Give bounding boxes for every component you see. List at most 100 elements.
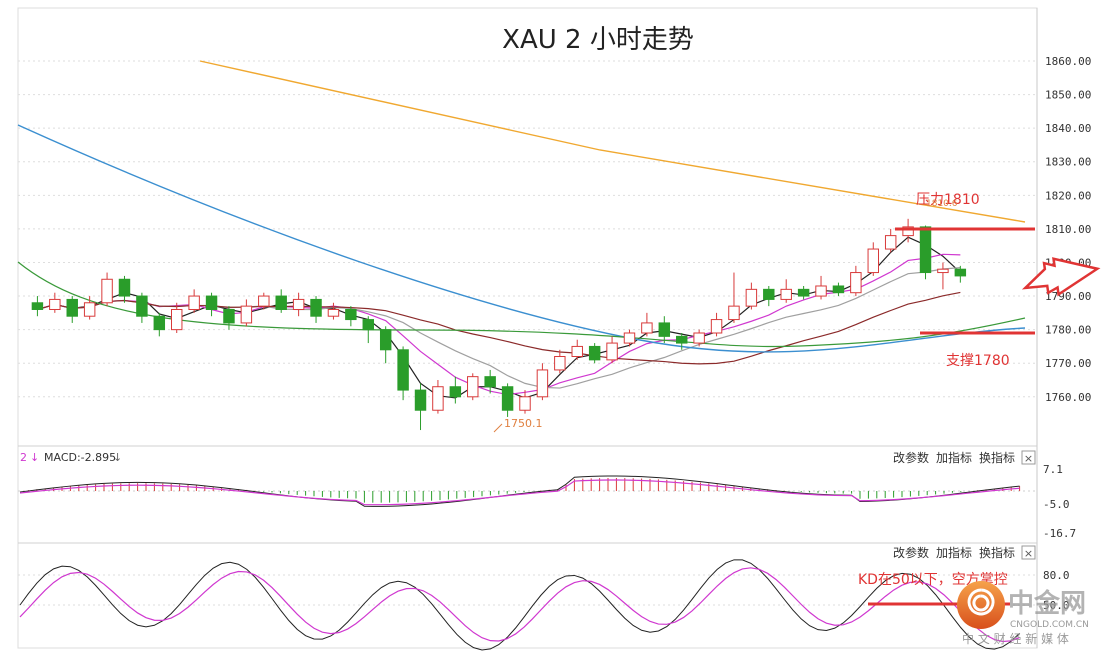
candle-body <box>745 288 758 307</box>
price-tick-label: 1850.00 <box>1045 89 1091 102</box>
candle <box>292 292 305 317</box>
candle-body <box>884 235 897 250</box>
macd-close-button[interactable] <box>1021 450 1036 465</box>
candle-body <box>850 272 862 294</box>
watermark: 中金网 CNGOLD.COM.CN 中 文 财 经 新 媒 体 <box>957 581 1089 646</box>
candle-body <box>327 308 340 317</box>
kd-panel: 改参数 加指标 换指标 × 80.0 50.0 KD在50以下，空方掌控 <box>18 545 1070 651</box>
support-label: 支撑1780 <box>946 353 1010 369</box>
candle <box>937 262 949 290</box>
candle-body <box>432 386 444 411</box>
candle <box>641 312 653 337</box>
candle-body <box>66 298 78 317</box>
chart-title: XAU 2 小时走势 <box>502 25 694 55</box>
candle <box>188 289 200 313</box>
candle-body <box>414 389 427 411</box>
macd-dea-line <box>19 479 1020 506</box>
kd-switch-indicator-button[interactable]: 换指标 <box>979 545 1015 560</box>
candle-body <box>501 386 514 411</box>
kd-close-button[interactable] <box>1021 545 1036 560</box>
candle <box>397 346 409 401</box>
macd-switch-indicator-button[interactable]: 换指标 <box>979 450 1015 465</box>
candle <box>153 312 166 337</box>
candle-body <box>275 295 287 310</box>
close-icon: × <box>1024 452 1033 465</box>
candle-body <box>223 308 235 324</box>
candle <box>623 329 636 347</box>
candle <box>832 282 845 297</box>
macd-edit-params-button[interactable]: 改参数 <box>893 450 929 465</box>
price-tick-label: 1780.00 <box>1045 324 1091 337</box>
candle-body <box>554 356 566 371</box>
kd-add-indicator-button[interactable]: 加指标 <box>936 545 972 560</box>
candle-body <box>658 322 671 337</box>
cngold-logo-icon <box>957 581 1005 629</box>
price-tick-label: 1770.00 <box>1045 357 1091 370</box>
candle <box>606 336 618 364</box>
right-arrow-icon <box>1021 257 1101 297</box>
macd-tick-mid: -5.0 <box>1043 498 1070 511</box>
price-tick-label: 1860.00 <box>1045 55 1091 68</box>
resistance-label: 压力1810 <box>916 192 980 208</box>
candle <box>728 272 740 323</box>
candle-body <box>780 288 792 300</box>
candle-body <box>954 268 967 277</box>
candle <box>345 306 357 327</box>
candle-body <box>623 332 636 344</box>
candle-body <box>519 396 531 411</box>
candle <box>554 349 566 374</box>
candle <box>919 225 932 280</box>
candle <box>327 302 340 320</box>
candle <box>362 316 375 344</box>
candle <box>588 343 601 364</box>
candle-body <box>118 278 131 297</box>
candle <box>275 289 287 313</box>
candle <box>49 292 61 313</box>
price-tick-label: 1760.00 <box>1045 391 1091 404</box>
kd-k-line <box>19 559 1020 651</box>
candle <box>658 316 671 344</box>
candle-body <box>153 315 166 331</box>
candle <box>240 299 253 327</box>
candle-body <box>240 305 253 324</box>
candle <box>693 329 705 347</box>
kd-d-line <box>19 567 1020 643</box>
candle <box>258 292 270 310</box>
price-tick-label: 1810.00 <box>1045 223 1091 236</box>
price-tick-label: 1840.00 <box>1045 122 1091 135</box>
candle <box>850 265 862 297</box>
candle-body <box>832 285 845 294</box>
candle-body <box>606 342 618 361</box>
candle-body <box>379 329 392 351</box>
macd-add-indicator-button[interactable]: 加指标 <box>936 450 972 465</box>
candle <box>536 363 549 401</box>
candle <box>467 373 479 401</box>
candle-body <box>449 386 462 398</box>
candle-body <box>345 308 357 321</box>
candle <box>31 296 44 317</box>
candle <box>954 265 967 283</box>
candle <box>414 383 427 431</box>
resistance-small-label: 1810.6 <box>926 199 958 209</box>
candle <box>501 383 514 417</box>
candle <box>223 306 235 330</box>
ma-long-blue <box>17 124 1026 353</box>
candle <box>902 218 914 243</box>
arrow-down-icon: ↓ <box>113 451 122 464</box>
arrow-down-icon: ↓ <box>30 451 39 464</box>
price-tick-label: 1820.00 <box>1045 189 1091 202</box>
kd-tick-50: 50.0 <box>1043 599 1070 612</box>
chart-frame <box>17 7 1038 649</box>
candle <box>484 369 496 394</box>
candle-body <box>83 302 96 317</box>
candle <box>205 292 218 317</box>
candle <box>118 275 131 303</box>
kd-edit-params-button[interactable]: 改参数 <box>893 545 929 560</box>
price-tick-label: 1790.00 <box>1045 290 1091 303</box>
candle-body <box>641 322 653 334</box>
candle-body <box>693 332 705 344</box>
candle-body <box>710 319 723 334</box>
candle-body <box>205 295 218 310</box>
candle-body <box>188 295 200 310</box>
close-icon: × <box>1024 547 1033 560</box>
